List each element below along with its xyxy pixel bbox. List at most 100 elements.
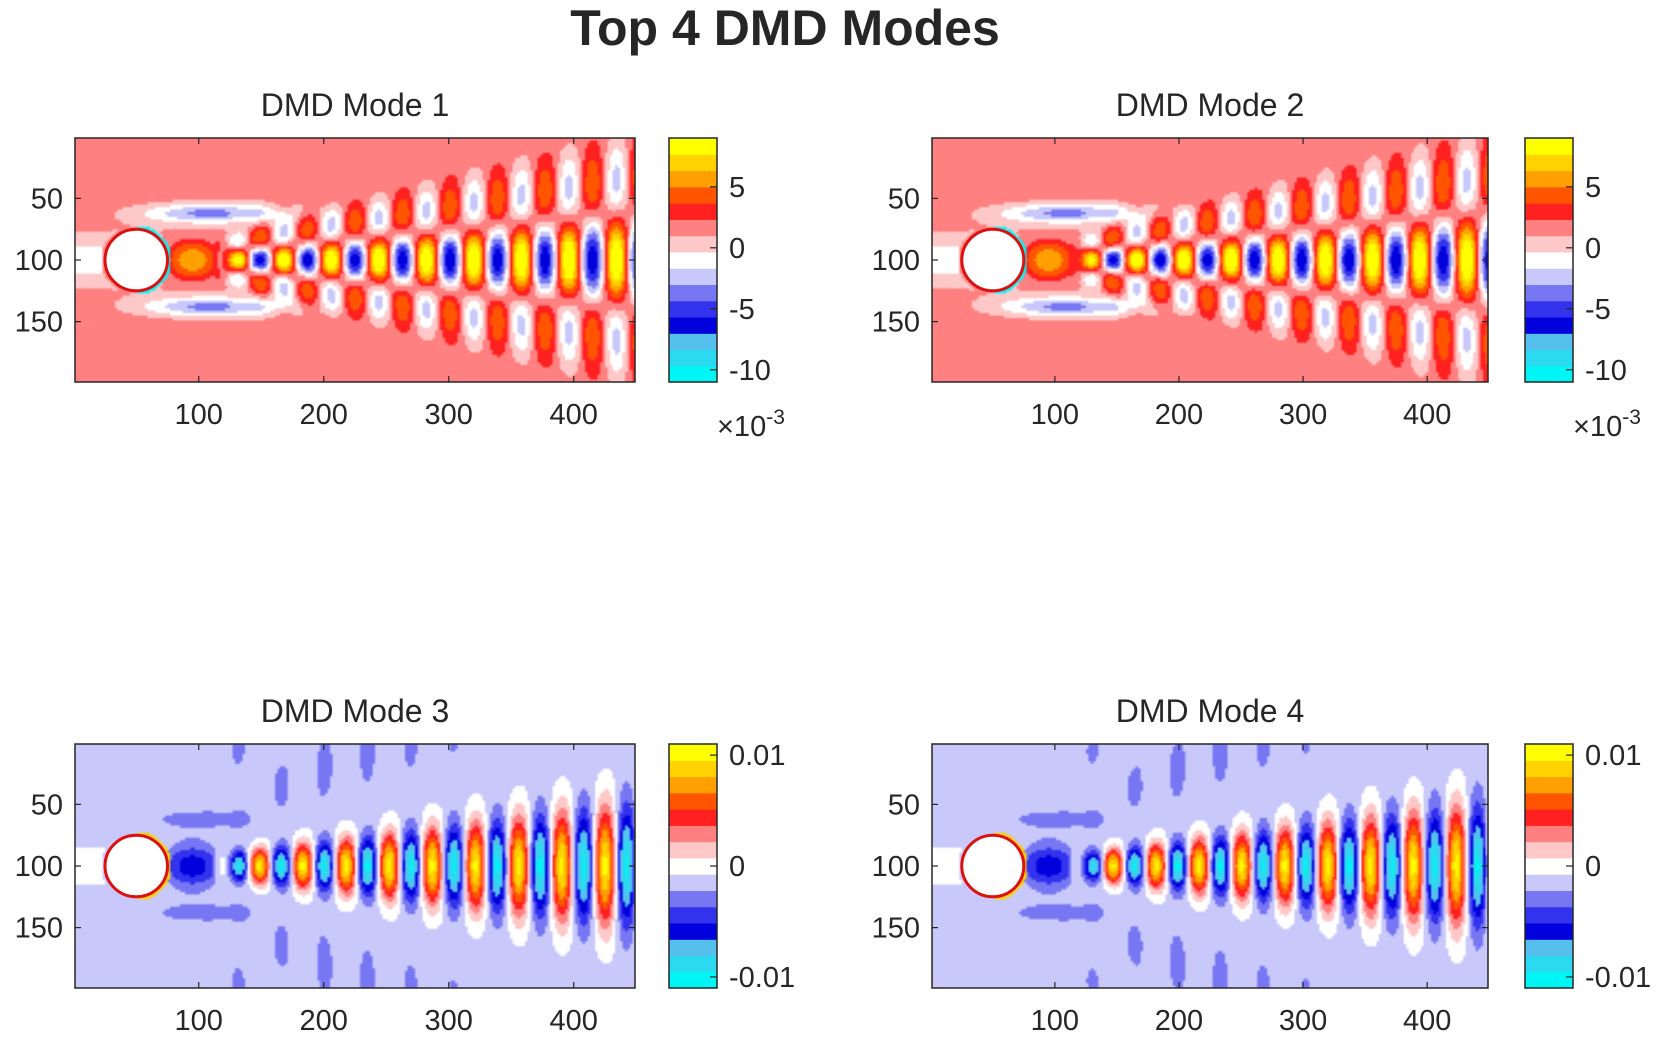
x-tick-label: 200 bbox=[300, 1005, 348, 1037]
colorbar-step bbox=[1525, 154, 1573, 172]
colorbar-step bbox=[669, 284, 717, 302]
x-tick-label: 300 bbox=[425, 1005, 473, 1037]
x-tick-label: 400 bbox=[1403, 1005, 1451, 1037]
colorbar-exponent-base: ×10 bbox=[717, 411, 766, 443]
colorbar-step bbox=[669, 154, 717, 172]
colorbar-step bbox=[1525, 776, 1573, 794]
colorbar-step bbox=[669, 300, 717, 318]
colorbar-step bbox=[1525, 825, 1573, 843]
panel-title: DMD Mode 2 bbox=[1116, 87, 1305, 123]
y-tick-label: 150 bbox=[872, 307, 920, 339]
colorbar-exponent-power: -3 bbox=[766, 406, 785, 429]
colorbar-tick-label: 5 bbox=[1585, 172, 1601, 204]
colorbar-step bbox=[669, 170, 717, 188]
colorbar-step bbox=[669, 890, 717, 908]
colorbar-step bbox=[1525, 890, 1573, 908]
colorbar-step bbox=[1525, 857, 1573, 875]
colorbar-tick-label: -10 bbox=[729, 355, 771, 387]
colorbar-step bbox=[1525, 792, 1573, 810]
colorbar-step bbox=[669, 809, 717, 826]
x-tick-label: 100 bbox=[1031, 399, 1079, 431]
x-tick-label: 300 bbox=[1279, 1005, 1327, 1037]
colorbar-step bbox=[669, 268, 717, 285]
x-tick-label: 200 bbox=[1155, 1005, 1203, 1037]
x-tick-label: 100 bbox=[175, 1005, 223, 1037]
colorbar-tick-label: -10 bbox=[1585, 355, 1627, 387]
x-tick-label: 200 bbox=[300, 399, 348, 431]
colorbar-step bbox=[669, 955, 717, 973]
colorbar-step bbox=[1525, 349, 1573, 367]
colorbar-step bbox=[1525, 809, 1573, 826]
colorbar-step bbox=[1525, 235, 1573, 253]
colorbar-step bbox=[669, 316, 717, 334]
colorbar-step bbox=[669, 971, 717, 989]
colorbar-step bbox=[1525, 939, 1573, 957]
y-tick-label: 50 bbox=[888, 789, 920, 821]
x-tick-label: 400 bbox=[550, 1005, 598, 1037]
figure-title: Top 4 DMD Modes bbox=[570, 0, 1000, 56]
colorbar-tick-label: -0.01 bbox=[1585, 962, 1651, 994]
colorbar-step bbox=[669, 792, 717, 810]
y-tick-label: 150 bbox=[15, 307, 63, 339]
y-tick-label: 100 bbox=[872, 245, 920, 277]
colorbar-frame bbox=[1524, 137, 1574, 383]
y-tick-label: 100 bbox=[15, 245, 63, 277]
x-tick-label: 300 bbox=[425, 399, 473, 431]
colorbar-step bbox=[669, 219, 717, 237]
colorbar-tick-label: -5 bbox=[1585, 294, 1611, 326]
y-tick-label: 100 bbox=[15, 851, 63, 883]
colorbar-step bbox=[1525, 333, 1573, 351]
colorbar-step bbox=[1525, 219, 1573, 237]
colorbar-step bbox=[1525, 906, 1573, 924]
colorbar-step bbox=[669, 744, 717, 761]
colorbar-step bbox=[1525, 922, 1573, 940]
colorbar-step bbox=[1525, 316, 1573, 334]
y-tick-label: 50 bbox=[888, 183, 920, 215]
colorbar-step bbox=[1525, 300, 1573, 318]
colorbar-step bbox=[669, 235, 717, 253]
colorbar-step bbox=[669, 776, 717, 794]
colorbar-step bbox=[669, 939, 717, 957]
colorbar-step bbox=[669, 760, 717, 778]
colorbar-tick-label: -5 bbox=[729, 294, 755, 326]
y-tick-label: 100 bbox=[872, 851, 920, 883]
colorbar-step bbox=[669, 365, 717, 383]
colorbar-step bbox=[669, 906, 717, 924]
colorbar-step bbox=[1525, 955, 1573, 973]
colorbar-tick-label: 5 bbox=[729, 172, 745, 204]
colorbar-step bbox=[669, 349, 717, 367]
colorbar-tick-label: 0.01 bbox=[1585, 740, 1641, 772]
panel-title: DMD Mode 1 bbox=[261, 87, 450, 123]
colorbar-frame bbox=[668, 137, 718, 383]
colorbar-step bbox=[1525, 841, 1573, 859]
colorbar-step bbox=[669, 857, 717, 875]
x-tick-label: 400 bbox=[1403, 399, 1451, 431]
y-tick-label: 150 bbox=[872, 913, 920, 945]
colorbar-tick-label: 0.01 bbox=[729, 740, 785, 772]
colorbar-tick-label: 0 bbox=[1585, 233, 1601, 265]
colorbar-step bbox=[669, 333, 717, 351]
colorbar-step bbox=[669, 874, 717, 891]
dmd-mode-panel-4: DMD Mode 4 100 200 300 400 50 100 150 0.01 0 -0.01 bbox=[872, 693, 1652, 1037]
colorbar-step bbox=[669, 841, 717, 859]
x-tick-label: 100 bbox=[1031, 1005, 1079, 1037]
colorbar-step bbox=[1525, 874, 1573, 891]
colorbar-step bbox=[1525, 971, 1573, 989]
y-tick-label: 50 bbox=[31, 183, 63, 215]
colorbar-exponent-power: -3 bbox=[1622, 406, 1641, 429]
colorbar-tick-label: 0 bbox=[1585, 851, 1601, 883]
x-tick-label: 100 bbox=[175, 399, 223, 431]
colorbar-step bbox=[1525, 760, 1573, 778]
colorbar-exponent: ×10-3 bbox=[1573, 406, 1641, 443]
y-tick-label: 50 bbox=[31, 789, 63, 821]
colorbar-step bbox=[1525, 284, 1573, 302]
cylinder-outline bbox=[103, 227, 169, 293]
colorbar-step bbox=[1525, 203, 1573, 220]
cylinder-outline bbox=[103, 833, 169, 899]
panel-title: DMD Mode 4 bbox=[1116, 693, 1305, 729]
colorbar-step bbox=[669, 825, 717, 843]
x-tick-label: 400 bbox=[550, 399, 598, 431]
colorbar-tick-label: -0.01 bbox=[729, 962, 795, 994]
